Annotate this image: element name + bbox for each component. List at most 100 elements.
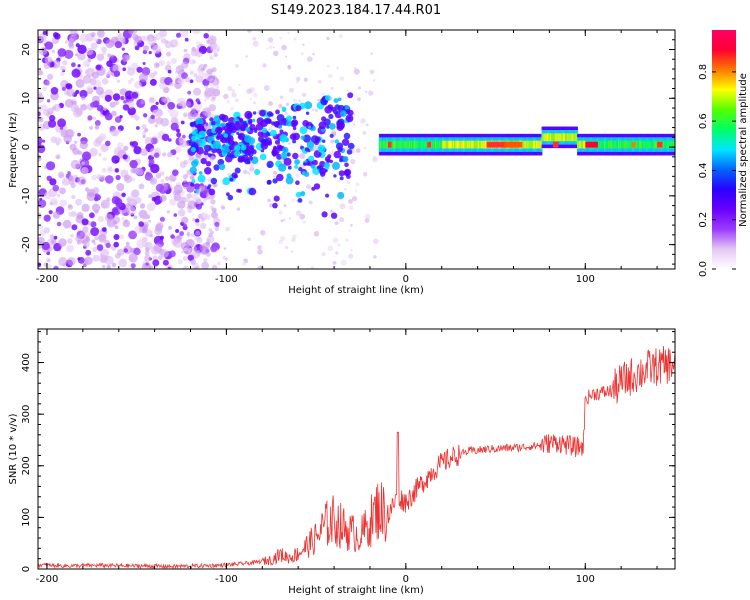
heatmap-cell	[148, 159, 155, 165]
heatmap-cell	[167, 101, 176, 110]
heatmap-cell	[257, 131, 264, 137]
heatmap-cell	[572, 133, 575, 142]
heatmap-cell	[111, 196, 120, 205]
heatmap-cell	[202, 198, 207, 203]
heatmap-cell	[41, 241, 50, 251]
heatmap-cell	[82, 226, 89, 233]
heatmap-cell	[169, 109, 179, 119]
heatmap-cell	[203, 258, 208, 263]
heatmap-cell	[471, 140, 474, 149]
heatmap-cell	[300, 52, 304, 56]
heatmap-cell	[52, 211, 61, 219]
heatmap-cell	[177, 259, 183, 265]
heatmap-cell	[338, 34, 343, 39]
heatmap-cell	[122, 104, 130, 111]
heatmap-cell	[253, 101, 256, 104]
heatmap-cell	[155, 101, 159, 105]
heatmap-cell	[244, 110, 253, 120]
heatmap-cell	[235, 121, 240, 125]
heatmap-cell	[67, 238, 73, 244]
heatmap-cell	[82, 60, 90, 68]
x-tick-label: -200	[36, 574, 59, 585]
heatmap-cell	[133, 146, 142, 155]
heatmap-cell	[190, 233, 194, 237]
heatmap-cell	[343, 132, 351, 140]
heatmap-cell	[149, 177, 158, 185]
heatmap-cell	[136, 126, 140, 130]
heatmap-cell	[186, 193, 192, 199]
heatmap-cell	[408, 140, 410, 149]
heatmap-cell	[157, 113, 162, 118]
heatmap-cell	[67, 257, 76, 266]
heatmap-cell	[44, 80, 51, 86]
heatmap-cell	[113, 147, 123, 157]
heatmap-cell	[272, 178, 278, 184]
heatmap-cell	[332, 237, 339, 244]
colorbar: 0.0 0.2 0.4 0.6 0.8 Normalized spectral ampl…	[698, 30, 749, 277]
heatmap-cell	[284, 112, 288, 116]
heatmap-cell	[183, 265, 189, 269]
heatmap-cell	[320, 175, 325, 180]
heatmap-cell	[337, 146, 343, 152]
heatmap-cell	[166, 210, 170, 214]
heatmap-cell	[144, 266, 150, 269]
heatmap-cell	[385, 140, 388, 149]
heatmap-cell	[77, 64, 81, 68]
heatmap-cell	[144, 241, 153, 250]
heatmap-cell	[392, 140, 395, 149]
heatmap-cell	[569, 133, 572, 142]
heatmap-cell	[191, 179, 196, 184]
heatmap-cell	[246, 30, 252, 33]
heatmap-cell	[238, 134, 244, 139]
heatmap-cell	[619, 140, 621, 149]
heatmap-cell	[398, 140, 401, 149]
heatmap-cell	[171, 44, 175, 48]
heatmap-cell	[131, 190, 139, 198]
heatmap-cell	[112, 64, 122, 73]
heatmap-cell	[68, 211, 74, 217]
heatmap-cell	[179, 139, 188, 148]
heatmap-cell	[68, 41, 74, 47]
heatmap-cell	[198, 171, 203, 175]
heatmap-cell	[163, 96, 171, 105]
heatmap-cell	[248, 187, 257, 196]
heatmap-cell	[186, 205, 192, 211]
heatmap-cell	[553, 141, 559, 148]
heatmap-cell	[257, 266, 262, 269]
heatmap-cell	[338, 170, 345, 177]
y-tick-label: 0	[21, 144, 32, 150]
y-tick-label: 20	[21, 43, 32, 56]
heatmap-cell	[158, 255, 163, 261]
heatmap-cell	[279, 129, 284, 134]
heatmap-cell	[192, 60, 196, 64]
heatmap-cell	[102, 157, 107, 161]
heatmap-cell	[126, 197, 132, 203]
heatmap-cell	[640, 140, 643, 149]
heatmap-cell	[100, 202, 107, 209]
heatmap-cell	[327, 245, 334, 251]
heatmap-cell	[175, 229, 180, 233]
heatmap-cell	[172, 169, 179, 176]
heatmap-cell	[173, 213, 178, 217]
heatmap-cell	[50, 238, 57, 245]
heatmap-cell	[334, 221, 339, 226]
heatmap-cell	[304, 101, 313, 110]
heatmap-cell	[207, 114, 210, 117]
heatmap-cell	[279, 134, 288, 142]
heatmap-cell	[249, 124, 256, 131]
heatmap-cell	[152, 44, 162, 54]
heatmap-cell	[475, 140, 478, 149]
heatmap-cell	[180, 196, 187, 203]
heatmap-cell	[186, 233, 189, 236]
heatmap-cell	[200, 157, 207, 165]
heatmap-cell	[257, 249, 263, 255]
heatmap-cell	[240, 144, 247, 151]
heatmap-cell	[184, 76, 191, 83]
heatmap-cell	[77, 132, 81, 137]
heatmap-cell	[476, 140, 479, 149]
heatmap-cell	[155, 183, 164, 192]
heatmap-cell	[65, 83, 71, 89]
heatmap-cell	[252, 111, 257, 115]
heatmap-cell	[92, 187, 100, 194]
heatmap-cell	[484, 140, 487, 149]
